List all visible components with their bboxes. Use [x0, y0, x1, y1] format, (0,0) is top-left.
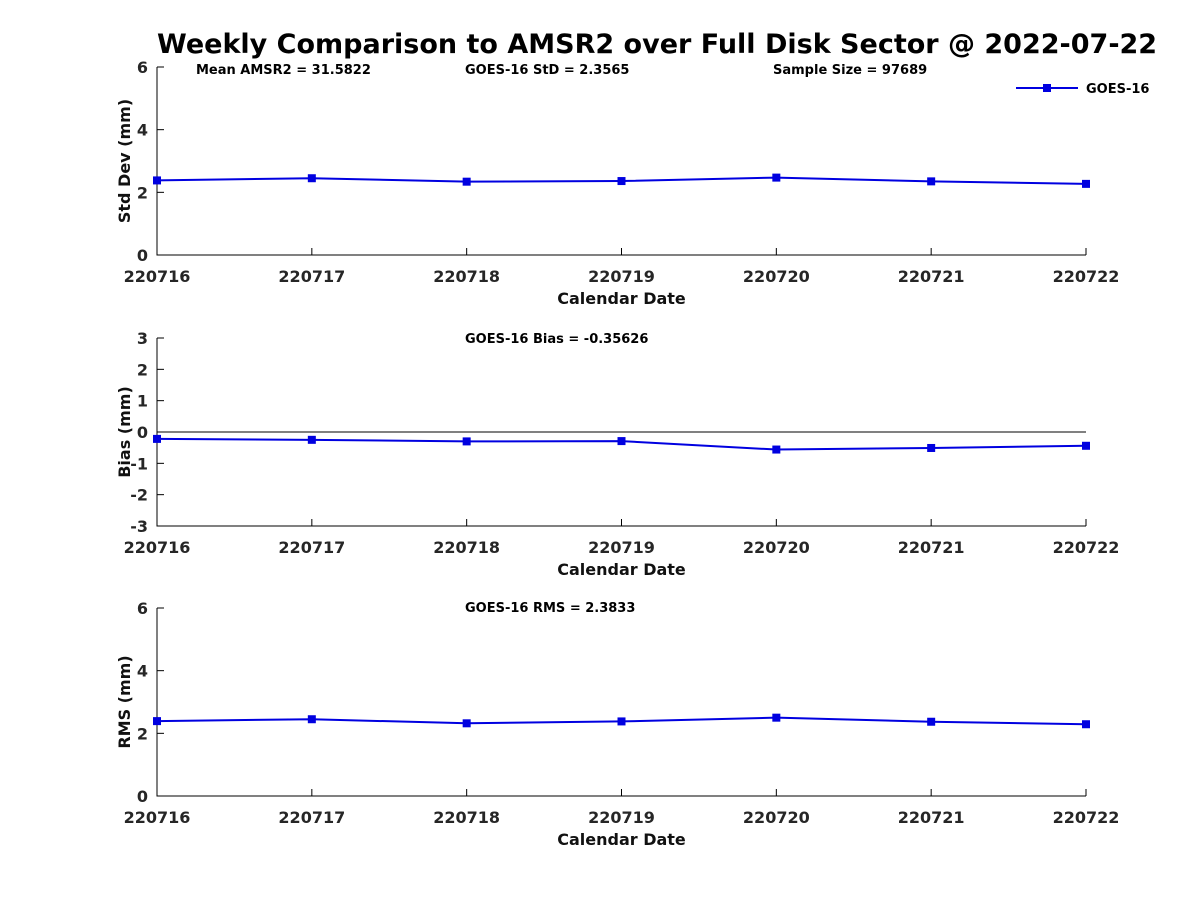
y-tick-label: -3 — [130, 517, 148, 536]
legend-label: GOES-16 — [1086, 82, 1149, 97]
x-tick-label: 220722 — [1053, 267, 1120, 286]
y-tick-label: 4 — [137, 121, 148, 140]
x-tick-label: 220719 — [588, 267, 655, 286]
x-tick-label: 220718 — [433, 808, 500, 827]
y-tick-label: 2 — [137, 360, 148, 379]
data-point-marker — [462, 719, 471, 728]
y-tick-label: 2 — [137, 724, 148, 743]
x-axis-title: Calendar Date — [557, 560, 686, 579]
x-tick-label: 220721 — [898, 538, 965, 557]
data-point-marker — [1082, 179, 1090, 188]
x-tick-label: 220716 — [124, 267, 191, 286]
data-point-marker — [927, 717, 936, 726]
y-tick-label: 0 — [137, 787, 148, 806]
data-point-marker — [462, 437, 471, 446]
data-point-marker — [617, 437, 626, 446]
x-tick-label: 220717 — [278, 538, 345, 557]
x-tick-label: 220722 — [1053, 808, 1120, 827]
data-point-marker — [772, 445, 781, 454]
x-axis-title: Calendar Date — [557, 289, 686, 308]
data-point-marker — [153, 176, 161, 185]
y-tick-label: 6 — [137, 599, 148, 618]
y-tick-label: -1 — [130, 454, 148, 473]
annotation-text: GOES-16 StD = 2.3565 — [465, 63, 629, 78]
data-point-marker — [617, 177, 626, 186]
x-tick-label: 220721 — [898, 808, 965, 827]
y-axis-title: RMS (mm) — [115, 655, 134, 748]
y-tick-label: 0 — [137, 246, 148, 265]
y-tick-label: -2 — [130, 486, 148, 505]
data-point-marker — [772, 173, 781, 182]
x-tick-label: 220719 — [588, 538, 655, 557]
annotation-text: GOES-16 Bias = -0.35626 — [465, 332, 648, 347]
data-point-marker — [772, 713, 781, 722]
x-tick-label: 220718 — [433, 538, 500, 557]
data-point-marker — [153, 717, 161, 726]
data-point-marker — [927, 443, 936, 452]
y-tick-label: 3 — [137, 329, 148, 348]
x-tick-label: 220720 — [743, 808, 810, 827]
axis-line — [156, 67, 1086, 256]
data-point-marker — [307, 435, 316, 444]
data-point-marker — [617, 717, 626, 726]
data-point-marker — [1082, 441, 1090, 450]
data-point-marker — [307, 715, 316, 724]
x-tick-label: 220718 — [433, 267, 500, 286]
figure-title: Weekly Comparison to AMSR2 over Full Dis… — [157, 29, 1158, 60]
y-tick-label: 6 — [137, 58, 148, 77]
y-tick-label: 0 — [137, 423, 148, 442]
y-tick-label: 4 — [137, 662, 148, 681]
legend-marker — [1043, 84, 1051, 92]
annotation-text: Sample Size = 97689 — [773, 63, 927, 78]
axis-line — [156, 608, 1086, 797]
x-tick-label: 220721 — [898, 267, 965, 286]
x-tick-label: 220719 — [588, 808, 655, 827]
x-tick-label: 220720 — [743, 538, 810, 557]
x-tick-label: 220722 — [1053, 538, 1120, 557]
x-axis-title: Calendar Date — [557, 830, 686, 849]
x-tick-label: 220716 — [124, 808, 191, 827]
data-point-marker — [307, 174, 316, 183]
x-tick-label: 220716 — [124, 538, 191, 557]
x-tick-label: 220720 — [743, 267, 810, 286]
x-tick-label: 220717 — [278, 267, 345, 286]
annotation-text: GOES-16 RMS = 2.3833 — [465, 601, 635, 616]
y-axis-title: Bias (mm) — [115, 386, 134, 478]
data-point-marker — [462, 177, 471, 186]
data-point-marker — [1082, 720, 1090, 729]
data-point-marker — [153, 434, 161, 443]
annotation-text: Mean AMSR2 = 31.5822 — [196, 63, 371, 78]
y-tick-label: 1 — [137, 392, 148, 411]
y-axis-title: Std Dev (mm) — [115, 99, 134, 223]
x-tick-label: 220717 — [278, 808, 345, 827]
y-tick-label: 2 — [137, 183, 148, 202]
data-point-marker — [927, 177, 936, 186]
